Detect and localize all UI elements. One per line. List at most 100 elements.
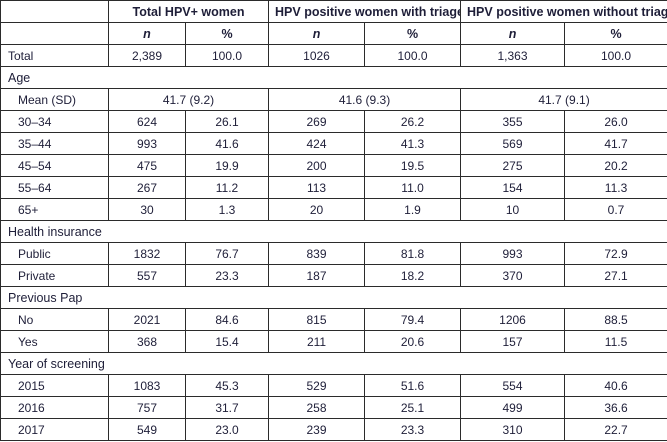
cell-value: 41.6 xyxy=(184,132,270,155)
cell-value: 499 xyxy=(460,396,566,419)
cell-value: 11.3 xyxy=(564,176,667,199)
cell-value: 1206 xyxy=(460,308,566,331)
row-label: 2017 xyxy=(0,418,109,441)
cell-value: 72.9 xyxy=(564,242,667,265)
cell-value: 88.5 xyxy=(564,308,667,331)
cell-value: 154 xyxy=(460,176,566,199)
cell-value: 569 xyxy=(460,132,566,155)
cell-value: 22.7 xyxy=(564,418,667,441)
table-row: Private 557 23.3 187 18.2 370 27.1 xyxy=(0,264,667,287)
row-label: 55–64 xyxy=(0,176,109,199)
subheader-pct: % xyxy=(564,22,667,45)
cell-value: 993 xyxy=(108,132,186,155)
cell-value: 239 xyxy=(268,418,366,441)
cell-value: 11.0 xyxy=(364,176,462,199)
cell-value: 25.1 xyxy=(364,396,462,419)
cell-value: 1.3 xyxy=(184,198,270,221)
section-row-year-of-screening: Year of screening xyxy=(0,352,667,375)
cell-value: 157 xyxy=(460,330,566,353)
table-row-total: Total 2,389 100.0 1026 100.0 1,363 100.0 xyxy=(0,44,667,67)
cell-value: 549 xyxy=(108,418,186,441)
cell-value: 100.0 xyxy=(184,44,270,67)
table-row: Yes 368 15.4 211 20.6 157 11.5 xyxy=(0,330,667,353)
cell-value: 1.9 xyxy=(364,198,462,221)
table-row: 30–34 624 26.1 269 26.2 355 26.0 xyxy=(0,110,667,133)
cell-value: 31.7 xyxy=(184,396,270,419)
cell-value: 258 xyxy=(268,396,366,419)
cell-value: 757 xyxy=(108,396,186,419)
row-label: Private xyxy=(0,264,109,287)
table-row-mean-sd: Mean (SD) 41.7 (9.2) 41.6 (9.3) 41.7 (9.… xyxy=(0,88,667,111)
table-row: 2017 549 23.0 239 23.3 310 22.7 xyxy=(0,418,667,441)
cell-value: 84.6 xyxy=(184,308,270,331)
row-label: Total xyxy=(0,44,109,67)
row-label: Mean (SD) xyxy=(0,88,109,111)
row-label: 30–34 xyxy=(0,110,109,133)
cell-value: 275 xyxy=(460,154,566,177)
cell-value: 815 xyxy=(268,308,366,331)
cell-value: 51.6 xyxy=(364,374,462,397)
section-row-previous-pap: Previous Pap xyxy=(0,286,667,309)
cell-value: 1832 xyxy=(108,242,186,265)
cell-value: 79.4 xyxy=(364,308,462,331)
table-row: 45–54 475 19.9 200 19.5 275 20.2 xyxy=(0,154,667,177)
table-row: Public 1832 76.7 839 81.8 993 72.9 xyxy=(0,242,667,265)
section-label: Year of screening xyxy=(0,352,667,375)
cell-value: 10 xyxy=(460,198,566,221)
cell-value: 19.5 xyxy=(364,154,462,177)
cell-value: 26.0 xyxy=(564,110,667,133)
cell-value: 41.7 (9.2) xyxy=(107,88,270,111)
cell-value: 20.2 xyxy=(564,154,667,177)
row-label: Yes xyxy=(0,330,109,353)
section-row-age: Age xyxy=(0,66,667,89)
cell-value: 45.3 xyxy=(184,374,270,397)
column-group-without-triage: HPV positive women without triage xyxy=(460,0,667,23)
table-row: 2015 1083 45.3 529 51.6 554 40.6 xyxy=(0,374,667,397)
cell-value: 19.9 xyxy=(184,154,270,177)
cell-value: 200 xyxy=(268,154,366,177)
cell-value: 557 xyxy=(108,264,186,287)
row-label: 35–44 xyxy=(0,132,109,155)
subheader-pct: % xyxy=(364,22,462,45)
column-group-with-triage: HPV positive women with triage xyxy=(268,0,462,23)
cell-value: 41.3 xyxy=(364,132,462,155)
cell-value: 23.3 xyxy=(364,418,462,441)
cell-value: 41.6 (9.3) xyxy=(268,88,462,111)
cell-value: 40.6 xyxy=(564,374,667,397)
section-row-health-insurance: Health insurance xyxy=(0,220,667,243)
cell-value: 41.7 xyxy=(564,132,667,155)
cell-value: 1083 xyxy=(108,374,186,397)
cell-value: 1,363 xyxy=(460,44,566,67)
cell-value: 36.6 xyxy=(564,396,667,419)
cell-value: 11.5 xyxy=(564,330,667,353)
cell-value: 310 xyxy=(460,418,566,441)
cell-value: 187 xyxy=(268,264,366,287)
cell-value: 475 xyxy=(108,154,186,177)
cell-value: 2,389 xyxy=(108,44,186,67)
header-group-row: Total HPV+ women HPV positive women with… xyxy=(0,0,667,23)
cell-value: 23.0 xyxy=(184,418,270,441)
cell-value: 269 xyxy=(268,110,366,133)
cell-value: 23.3 xyxy=(184,264,270,287)
cell-value: 41.7 (9.1) xyxy=(460,88,667,111)
cell-value: 20 xyxy=(268,198,366,221)
cell-value: 26.2 xyxy=(364,110,462,133)
cell-value: 100.0 xyxy=(564,44,667,67)
table-row: 35–44 993 41.6 424 41.3 569 41.7 xyxy=(0,132,667,155)
cell-value: 368 xyxy=(108,330,186,353)
cell-value: 27.1 xyxy=(564,264,667,287)
cell-value: 15.4 xyxy=(184,330,270,353)
table-row: 2016 757 31.7 258 25.1 499 36.6 xyxy=(0,396,667,419)
cell-value: 529 xyxy=(268,374,366,397)
cell-value: 211 xyxy=(268,330,366,353)
cell-value: 20.6 xyxy=(364,330,462,353)
row-label: No xyxy=(0,308,109,331)
cell-value: 370 xyxy=(460,264,566,287)
cell-value: 839 xyxy=(268,242,366,265)
cell-value: 424 xyxy=(268,132,366,155)
cell-value: 30 xyxy=(108,198,186,221)
table-row: 65+ 30 1.3 20 1.9 10 0.7 xyxy=(0,198,667,221)
cell-value: 267 xyxy=(108,176,186,199)
section-label: Age xyxy=(0,66,667,89)
